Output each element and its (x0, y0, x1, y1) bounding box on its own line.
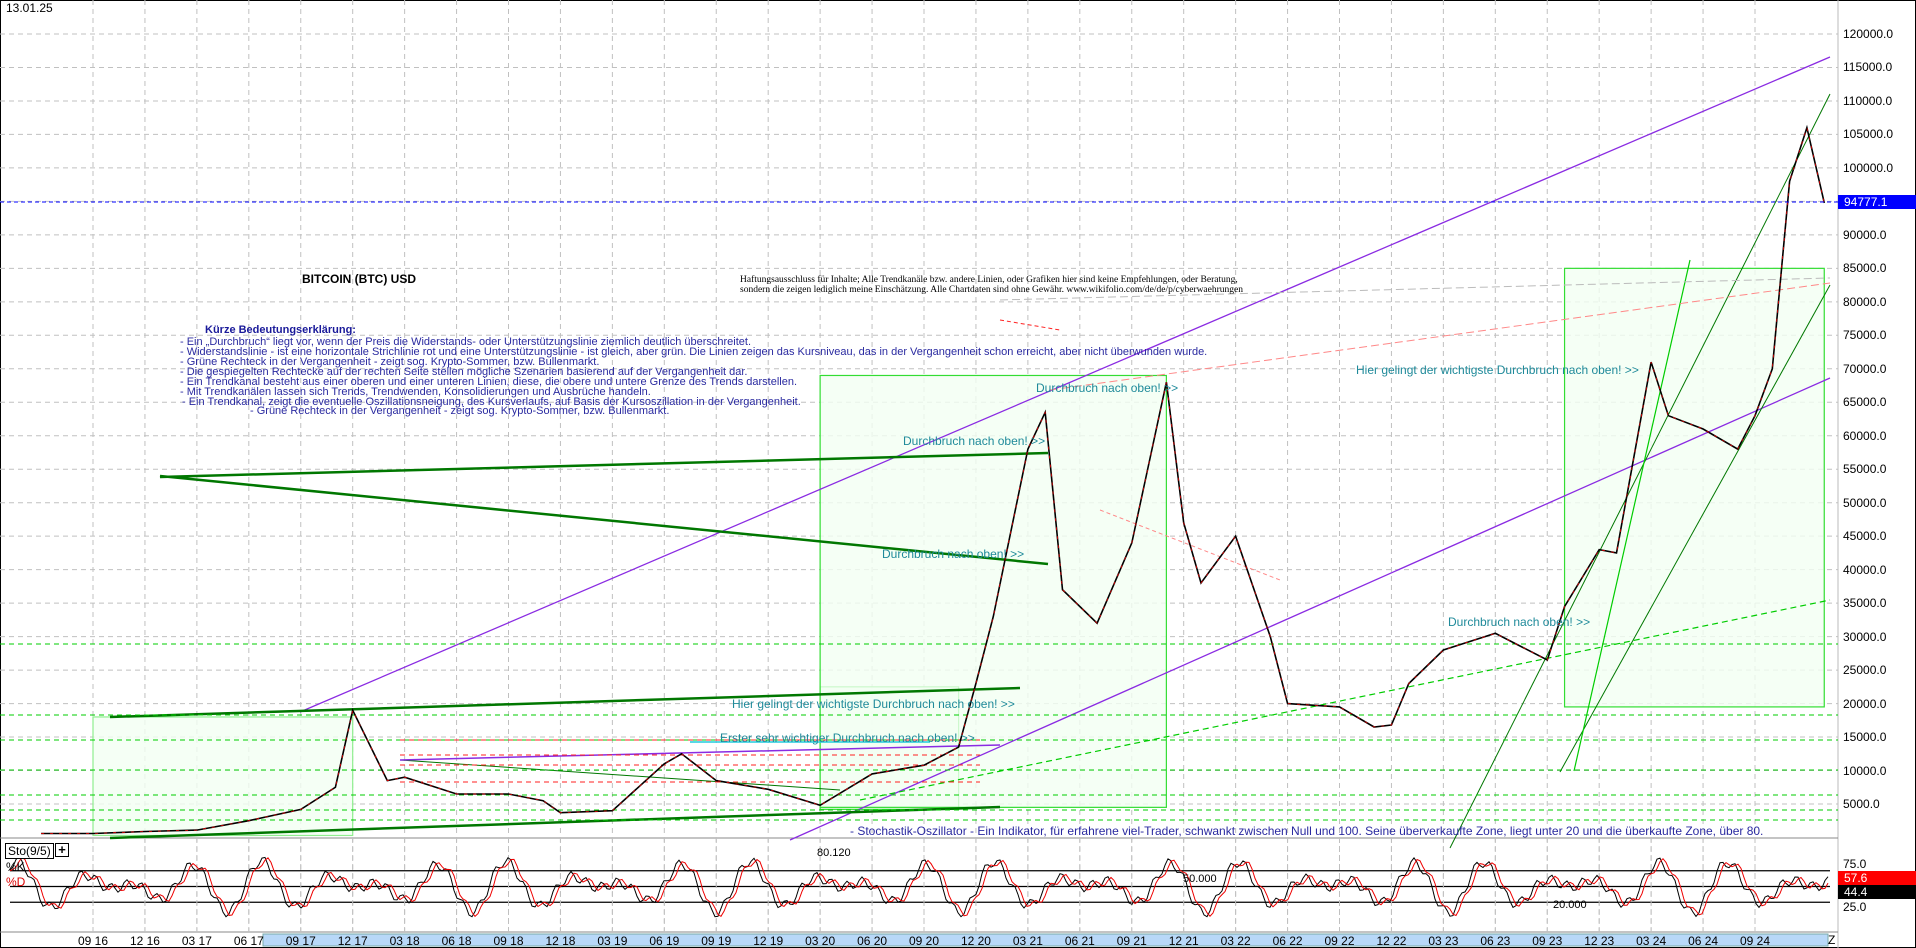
last-price-tag: 94777.1 (1838, 195, 1916, 209)
date-axis-label: 09 22 (1324, 934, 1355, 948)
indicator-label[interactable]: Sto(9/5) (5, 843, 54, 859)
date-axis-label: 12 16 (129, 934, 160, 948)
chart-title: BITCOIN (BTC) USD (302, 272, 416, 286)
date-axis-label: 12 19 (753, 934, 784, 948)
disclaimer-line-2: sondern die zeigen lediglich meine Einsc… (740, 285, 1243, 295)
date-axis-label: 06 21 (1064, 934, 1095, 948)
date-axis-label: 09 23 (1532, 934, 1563, 948)
legend-heading: Kürze Bedeutungserklärung: (205, 324, 356, 336)
price-axis-label: 105000.0 (1843, 127, 1894, 142)
price-axis-label: 60000.0 (1843, 428, 1887, 443)
date-axis-label: 06 17 (233, 934, 264, 948)
price-axis-label: 70000.0 (1843, 361, 1887, 376)
price-axis-label: 110000.0 (1843, 93, 1893, 108)
legend-line: - Grüne Rechteck in der Vergangenheit - … (180, 356, 600, 368)
price-axis-label: 115000.0 (1843, 60, 1893, 75)
date-axis-label: 09 17 (285, 934, 316, 948)
date-axis-highlight (262, 933, 1829, 947)
k-line-label: %K (6, 860, 25, 874)
date-axis-label: 06 18 (441, 934, 472, 948)
legend-line: - Ein Trendkanal besteht aus einer obere… (180, 376, 798, 388)
stochastic-note: - Stochastik-Oszillator - Ein Indikator,… (850, 824, 1764, 838)
date-axis-label: 06 20 (857, 934, 888, 948)
date-axis-label: 06 23 (1480, 934, 1511, 948)
price-axis-label: 40000.0 (1843, 562, 1887, 577)
price-series (41, 124, 1826, 835)
date-axis-label: 09 21 (1116, 934, 1147, 948)
date-axis-label: 03 24 (1636, 934, 1667, 948)
date-axis-label: 06 19 (649, 934, 680, 948)
date-axis-label: 12 21 (1168, 934, 1199, 948)
date-axis-label: 06 22 (1272, 934, 1303, 948)
price-axis-label: 80000.0 (1843, 294, 1887, 309)
stoch-level-25: 25.0 (1843, 900, 1867, 914)
legend-line: - Ein Trendkanal, zeigt die eventuelle O… (182, 396, 801, 408)
date-axis-label: 09 24 (1740, 934, 1771, 948)
stoch-inline-label: 20.000 (1553, 899, 1587, 911)
price-axis-label: 65000.0 (1843, 395, 1887, 410)
date-axis-label: 09 20 (909, 934, 940, 948)
stochastic-panel (9, 838, 1830, 932)
k-last-tag: 57.6 (1838, 871, 1916, 885)
legend-line: - Die gespiegelten Rechtecke auf der rec… (180, 366, 748, 378)
price-axis-label: 85000.0 (1843, 261, 1887, 276)
legend-line: - Mit Trendkanälen lassen sich Trends, T… (180, 386, 651, 398)
price-axis-label: 20000.0 (1843, 696, 1887, 711)
disclaimer-line-1: Haftungsausschluss für Inhalte; Alle Tre… (740, 275, 1238, 285)
stoch-level-75: 75.0 (1843, 857, 1867, 871)
annotation-breakout: Durchbruch nach oben! >> (882, 547, 1025, 561)
annotation-key-breakout: Hier gelingt der wichtigste Durchbruch n… (1356, 363, 1639, 377)
date-axis-label: 12 20 (960, 934, 991, 948)
price-axis-label: 55000.0 (1843, 462, 1887, 477)
legend-line: - Ein „Durchbruch“ liegt vor, wenn der P… (180, 336, 752, 348)
price-axis-label: 75000.0 (1843, 328, 1887, 343)
annotation-breakout: Durchbruch nach oben! >> (903, 434, 1046, 448)
price-axis-label: 10000.0 (1843, 763, 1887, 778)
date-axis-label: 09 16 (78, 934, 109, 948)
chart-date: 13.01.25 (6, 1, 53, 15)
date-axis-label: 06 24 (1688, 934, 1719, 948)
annotation-breakout: Durchbruch nach oben! >> (1036, 381, 1179, 395)
price-axis-label: 30000.0 (1843, 629, 1887, 644)
date-axis-label: 03 20 (805, 934, 836, 948)
trend-lines (0, 56, 1838, 849)
price-axis-label: 120000.0 (1843, 27, 1894, 41)
annotation-breakout: Durchbruch nach oben! >> (1448, 615, 1591, 629)
date-axis-label: 09 19 (701, 934, 732, 948)
date-axis-label: 09 18 (493, 934, 524, 948)
d-last-tag: 44.4 (1838, 885, 1916, 899)
legend-line: - Widerstandslinie - ist eine horizontal… (180, 346, 1208, 358)
date-axis-label: 03 23 (1428, 934, 1459, 948)
date-axis-label: 12 18 (545, 934, 576, 948)
legend-line: - Grüne Rechteck in der Vergangenheit - … (250, 405, 670, 417)
date-axis-label: 03 18 (389, 934, 420, 948)
disclaimer: Haftungsausschluss für Inhalte; Alle Tre… (740, 275, 1243, 295)
price-axis-label: 100000.0 (1843, 160, 1894, 175)
price-axis-label: 15000.0 (1843, 730, 1887, 745)
date-axis-label: 03 17 (181, 934, 212, 948)
add-indicator-button[interactable]: + (55, 843, 69, 857)
price-axis-label: 35000.0 (1843, 596, 1887, 611)
date-axis-label: 12 17 (337, 934, 368, 948)
date-axis-label: 03 22 (1220, 934, 1251, 948)
annotation-key-breakout: Hier gelingt der wichtigste Durchbruch n… (732, 697, 1015, 711)
date-axis-label: 12 23 (1584, 934, 1615, 948)
date-axis-label: 03 21 (1012, 934, 1043, 948)
price-axis-label: 90000.0 (1843, 227, 1887, 242)
price-axis-label: 5000.0 (1843, 797, 1880, 811)
d-line-label: %D (6, 875, 26, 889)
bull-market-rectangles (92, 267, 1825, 837)
stoch-inline-label: 50.000 (1183, 873, 1217, 885)
stoch-inline-label: 80.120 (817, 847, 851, 859)
zoom-toggle[interactable]: Z (1828, 933, 1836, 947)
date-axis-label: 03 19 (597, 934, 628, 948)
price-axis-label: 50000.0 (1843, 495, 1887, 510)
annotation-first-breakout: Erster sehr wichtiger Durchbruch nach ob… (720, 731, 975, 745)
price-axis-label: 45000.0 (1843, 529, 1887, 544)
date-axis-label: 12 22 (1376, 934, 1407, 948)
price-axis-label: 25000.0 (1843, 663, 1887, 678)
